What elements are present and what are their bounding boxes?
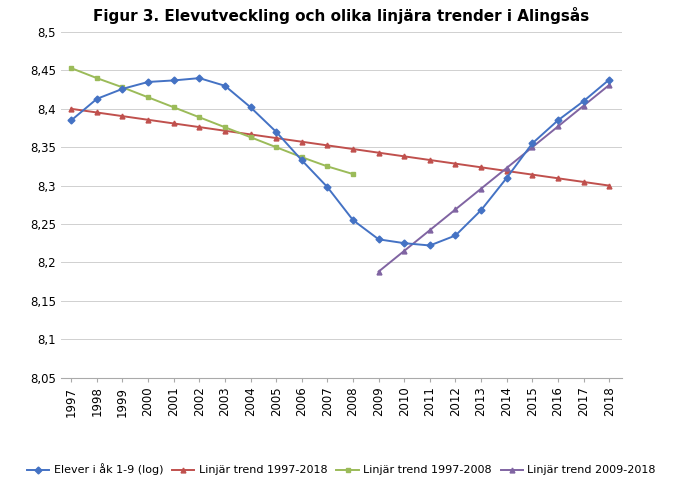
Linjär trend 1997-2008: [298, 154, 306, 160]
Linjär trend 1997-2008: [272, 144, 280, 150]
Line: Linjär trend 2009-2018: Linjär trend 2009-2018: [376, 83, 611, 274]
Linjär trend 1997-2018: [374, 150, 382, 155]
Linjär trend 1997-2018: [144, 117, 152, 123]
Linjär trend 2009-2018: [374, 269, 382, 274]
Elever i åk 1-9 (log): [67, 118, 75, 123]
Elever i åk 1-9 (log): [247, 105, 255, 110]
Elever i åk 1-9 (log): [503, 175, 511, 181]
Linjär trend 1997-2018: [221, 128, 229, 134]
Elever i åk 1-9 (log): [323, 184, 331, 190]
Linjär trend 2009-2018: [579, 103, 587, 109]
Legend: Elever i åk 1-9 (log), Linjär trend 1997-2018, Linjär trend 1997-2008, Linjär tr: Elever i åk 1-9 (log), Linjär trend 1997…: [23, 459, 660, 480]
Elever i åk 1-9 (log): [374, 236, 382, 242]
Linjär trend 1997-2008: [67, 65, 75, 71]
Linjär trend 2009-2018: [503, 165, 511, 171]
Linjär trend 1997-2018: [118, 113, 126, 119]
Line: Linjär trend 1997-2018: Linjär trend 1997-2018: [69, 106, 611, 188]
Linjär trend 1997-2008: [144, 94, 152, 100]
Linjär trend 1997-2008: [349, 171, 357, 177]
Elever i åk 1-9 (log): [144, 79, 152, 85]
Elever i åk 1-9 (log): [272, 129, 280, 135]
Linjär trend 1997-2018: [477, 165, 485, 170]
Linjär trend 2009-2018: [451, 207, 460, 212]
Linjär trend 1997-2018: [272, 135, 280, 141]
Linjär trend 1997-2018: [528, 172, 536, 178]
Elever i åk 1-9 (log): [195, 75, 204, 81]
Linjär trend 2009-2018: [426, 227, 434, 233]
Elever i åk 1-9 (log): [426, 242, 434, 248]
Linjär trend 1997-2018: [451, 161, 460, 166]
Linjär trend 1997-2018: [503, 168, 511, 174]
Linjär trend 1997-2018: [554, 175, 562, 181]
Elever i åk 1-9 (log): [554, 118, 562, 123]
Linjär trend 2009-2018: [477, 186, 485, 192]
Linjär trend 1997-2018: [323, 142, 331, 148]
Elever i åk 1-9 (log): [451, 233, 460, 239]
Elever i åk 1-9 (log): [605, 77, 613, 83]
Linjär trend 2009-2018: [605, 82, 613, 88]
Linjär trend 1997-2018: [169, 121, 178, 126]
Linjär trend 1997-2008: [247, 135, 255, 140]
Linjär trend 1997-2008: [323, 164, 331, 169]
Elever i åk 1-9 (log): [118, 86, 126, 92]
Elever i åk 1-9 (log): [579, 98, 587, 104]
Linjär trend 1997-2008: [118, 84, 126, 90]
Linjär trend 1997-2008: [93, 75, 101, 81]
Elever i åk 1-9 (log): [93, 96, 101, 102]
Elever i åk 1-9 (log): [169, 77, 178, 83]
Elever i åk 1-9 (log): [349, 217, 357, 223]
Elever i åk 1-9 (log): [528, 140, 536, 146]
Elever i åk 1-9 (log): [400, 240, 408, 246]
Linjär trend 1997-2018: [67, 106, 75, 112]
Linjär trend 2009-2018: [528, 144, 536, 150]
Line: Linjär trend 1997-2008: Linjär trend 1997-2008: [69, 66, 355, 177]
Line: Elever i åk 1-9 (log): Elever i åk 1-9 (log): [69, 76, 611, 248]
Title: Figur 3. Elevutveckling och olika linjära trender i Alingsås: Figur 3. Elevutveckling och olika linjär…: [94, 7, 589, 24]
Elever i åk 1-9 (log): [477, 207, 485, 213]
Linjär trend 1997-2018: [579, 179, 587, 185]
Linjär trend 1997-2018: [93, 109, 101, 115]
Linjär trend 1997-2018: [247, 132, 255, 137]
Linjär trend 1997-2018: [195, 124, 204, 130]
Linjär trend 1997-2008: [169, 105, 178, 110]
Elever i åk 1-9 (log): [221, 83, 229, 89]
Linjär trend 2009-2018: [400, 248, 408, 254]
Linjär trend 1997-2018: [400, 153, 408, 159]
Linjär trend 1997-2018: [426, 157, 434, 163]
Linjär trend 1997-2018: [605, 182, 613, 188]
Linjär trend 1997-2018: [298, 139, 306, 145]
Linjär trend 2009-2018: [554, 123, 562, 129]
Linjär trend 1997-2018: [349, 146, 357, 152]
Elever i åk 1-9 (log): [298, 157, 306, 163]
Linjär trend 1997-2008: [221, 124, 229, 130]
Linjär trend 1997-2008: [195, 114, 204, 120]
